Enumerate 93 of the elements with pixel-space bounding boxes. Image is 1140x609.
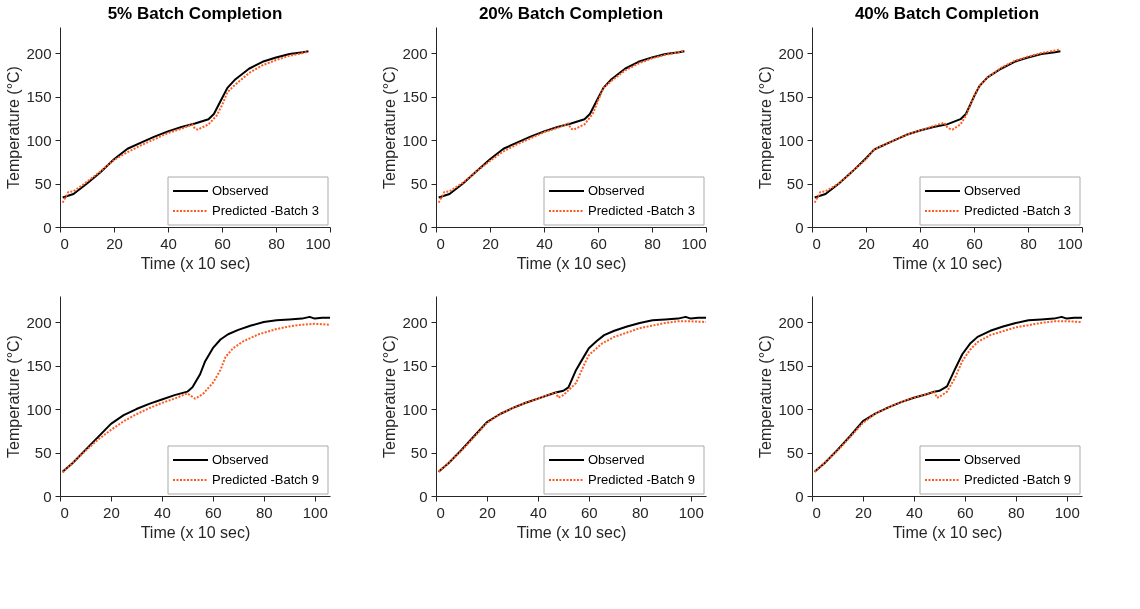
y-tick-label: 0 — [795, 487, 804, 505]
x-tick-label: 80 — [255, 503, 273, 521]
x-tick-label: 60 — [580, 503, 598, 521]
x-tick-label: 100 — [305, 234, 331, 252]
x-tick-label: 0 — [812, 234, 821, 252]
x-tick-label: 60 — [590, 234, 607, 252]
x-tick-label: 40 — [906, 503, 923, 521]
x-tick-label: 60 — [956, 503, 974, 521]
y-axis-title: Temperature (°C) — [381, 335, 399, 458]
x-tick-label: 40 — [530, 503, 547, 521]
y-tick-label: 50 — [786, 175, 804, 193]
y-tick-label: 150 — [402, 88, 428, 106]
x-axis-title: Time (x 10 sec) — [516, 523, 627, 541]
x-axis-title: Time (x 10 sec) — [516, 254, 627, 272]
y-tick-label: 100 — [26, 400, 52, 418]
x-tick-label: 20 — [482, 234, 499, 252]
y-tick-label: 150 — [402, 357, 428, 375]
x-tick-label: 100 — [681, 234, 707, 252]
x-tick-label: 60 — [204, 503, 222, 521]
y-tick-label: 0 — [419, 218, 428, 236]
x-tick-label: 40 — [160, 234, 177, 252]
y-tick-label: 50 — [410, 444, 428, 462]
legend-label: Predicted -Batch 9 — [964, 472, 1071, 487]
y-axis-title: Temperature (°C) — [757, 66, 775, 189]
legend-label: Observed — [964, 452, 1021, 467]
x-tick-label: 0 — [812, 503, 821, 521]
x-tick-label: 40 — [536, 234, 553, 252]
x-tick-label: 100 — [302, 503, 328, 521]
legend-label: Predicted -Batch 3 — [212, 203, 319, 218]
x-tick-label: 0 — [436, 234, 445, 252]
y-tick-label: 200 — [778, 44, 804, 62]
y-tick-label: 0 — [419, 487, 428, 505]
y-tick-label: 100 — [402, 400, 428, 418]
x-tick-label: 20 — [103, 503, 120, 521]
x-tick-label: 40 — [912, 234, 929, 252]
y-tick-label: 0 — [43, 218, 52, 236]
y-tick-label: 100 — [26, 131, 52, 149]
x-tick-label: 20 — [479, 503, 496, 521]
y-tick-label: 0 — [795, 218, 804, 236]
legend-label: Observed — [212, 452, 269, 467]
legend-label: Predicted -Batch 3 — [588, 203, 695, 218]
x-tick-label: 100 — [1057, 234, 1083, 252]
y-axis-title: Temperature (°C) — [5, 66, 23, 189]
y-tick-label: 50 — [34, 175, 52, 193]
legend-label: Predicted -Batch 3 — [964, 203, 1071, 218]
legend-label: Observed — [588, 183, 645, 198]
x-tick-label: 0 — [60, 503, 69, 521]
x-tick-label: 80 — [268, 234, 285, 252]
x-tick-label: 80 — [631, 503, 649, 521]
x-tick-label: 20 — [855, 503, 872, 521]
y-axis-title: Temperature (°C) — [381, 66, 399, 189]
y-tick-label: 0 — [43, 487, 52, 505]
y-axis-title: Temperature (°C) — [5, 335, 23, 458]
x-tick-label: 100 — [678, 503, 704, 521]
y-tick-label: 200 — [26, 44, 52, 62]
y-tick-label: 150 — [778, 88, 804, 106]
y-tick-label: 200 — [778, 313, 804, 331]
y-tick-label: 200 — [402, 313, 428, 331]
x-axis-title: Time (x 10 sec) — [140, 523, 251, 541]
x-axis-title: Time (x 10 sec) — [892, 254, 1003, 272]
y-tick-label: 200 — [402, 44, 428, 62]
x-tick-label: 80 — [1007, 503, 1025, 521]
legend-label: Observed — [964, 183, 1021, 198]
y-tick-label: 50 — [34, 444, 52, 462]
y-tick-label: 50 — [410, 175, 428, 193]
x-tick-label: 20 — [106, 234, 123, 252]
chart-title: 20% Batch Completion — [478, 4, 664, 23]
y-tick-label: 150 — [778, 357, 804, 375]
x-tick-label: 20 — [858, 234, 875, 252]
legend-label: Observed — [588, 452, 645, 467]
y-tick-label: 200 — [26, 313, 52, 331]
chart-title: 40% Batch Completion — [854, 4, 1040, 23]
y-tick-label: 150 — [26, 88, 52, 106]
x-tick-label: 0 — [436, 503, 445, 521]
x-tick-label: 60 — [966, 234, 983, 252]
y-tick-label: 100 — [778, 400, 804, 418]
chart-title: 5% Batch Completion — [107, 4, 283, 23]
x-tick-label: 40 — [154, 503, 171, 521]
x-tick-label: 0 — [60, 234, 69, 252]
x-axis-title: Time (x 10 sec) — [892, 523, 1003, 541]
x-axis-title: Time (x 10 sec) — [140, 254, 251, 272]
x-tick-label: 80 — [1020, 234, 1037, 252]
y-tick-label: 150 — [26, 357, 52, 375]
y-tick-label: 50 — [786, 444, 804, 462]
y-tick-label: 100 — [778, 131, 804, 149]
x-tick-label: 60 — [214, 234, 231, 252]
x-tick-label: 80 — [644, 234, 661, 252]
legend-label: Observed — [212, 183, 269, 198]
legend-label: Predicted -Batch 9 — [588, 472, 695, 487]
y-axis-title: Temperature (°C) — [757, 335, 775, 458]
legend-label: Predicted -Batch 9 — [212, 472, 319, 487]
x-tick-label: 100 — [1054, 503, 1080, 521]
y-tick-label: 100 — [402, 131, 428, 149]
